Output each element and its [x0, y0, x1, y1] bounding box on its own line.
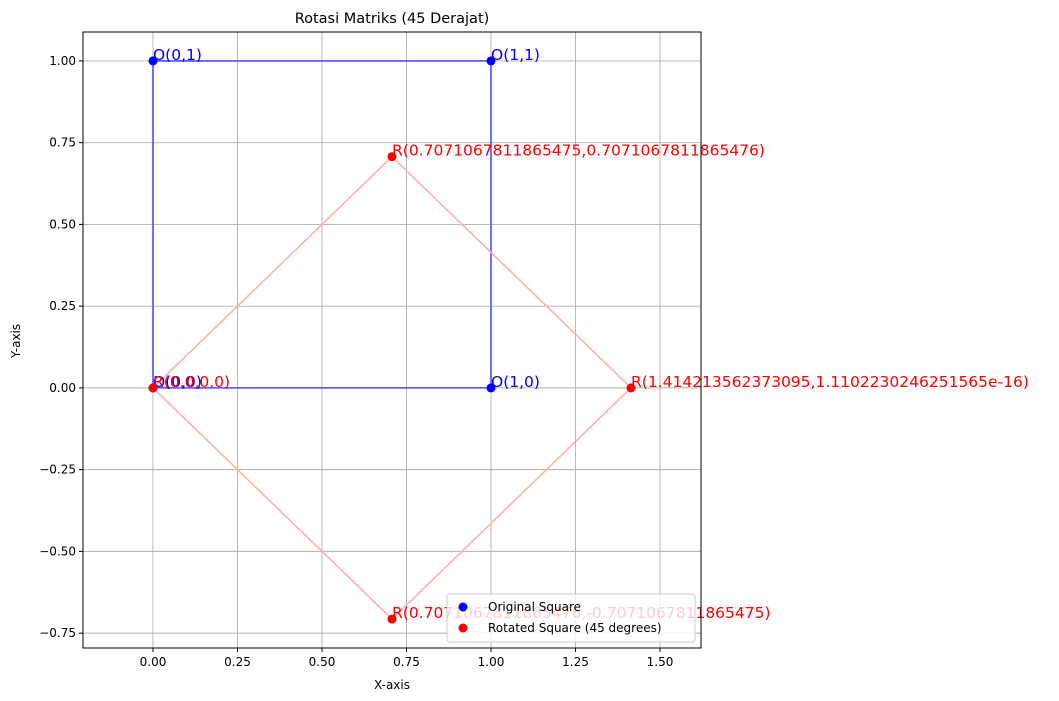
point-label: R(1.414213562373095,1.1102230246251565e-… [631, 373, 1029, 391]
series-1-point [387, 152, 397, 162]
x-tick-label: 1.50 [647, 655, 674, 669]
legend-box [446, 593, 696, 643]
series-1-point [387, 614, 397, 624]
x-tick-label: 0.50 [309, 655, 336, 669]
legend-entry-label: Rotated Square (45 degrees) [488, 621, 662, 635]
series-0-point [148, 56, 158, 66]
plot-frame [82, 31, 702, 649]
y-tick-label: 0.75 [49, 136, 76, 150]
y-tick-label: −0.75 [39, 626, 76, 640]
x-tick-label: 1.00 [478, 655, 505, 669]
series-1-point [626, 383, 636, 393]
data-points [148, 56, 636, 624]
point-label: O(1,0) [491, 373, 540, 391]
point-label: O(0,1) [153, 46, 202, 64]
x-tick-label: 0.00 [140, 655, 167, 669]
y-tick-label: −0.50 [39, 544, 76, 558]
y-tick-label: 1.00 [49, 54, 76, 68]
x-tick-label: 1.25 [562, 655, 589, 669]
y-tick-label: 0.00 [49, 381, 76, 395]
point-label: O(1,1) [491, 46, 540, 64]
legend: Original Square Rotated Square (45 degree… [446, 593, 696, 643]
point-label: R(0.0,0.0) [153, 373, 230, 391]
x-axis-label: X-axis [374, 678, 410, 692]
series-1-point [148, 383, 158, 393]
y-axis-label: Y-axis [9, 324, 23, 359]
y-tick-label: 0.50 [49, 217, 76, 231]
y-tick-label: −0.25 [39, 463, 76, 477]
point-label: O(0,0) [153, 373, 202, 391]
x-tick-label: 0.25 [224, 655, 251, 669]
point-label: R(0.7071067811865475,0.7071067811865476) [392, 142, 765, 160]
chart-title: Rotasi Matriks (45 Derajat) [295, 11, 490, 27]
series-0-point [486, 56, 496, 66]
legend-entry-label: Original Square [488, 600, 581, 614]
y-tick-label: 0.25 [49, 299, 76, 313]
series-0-point [486, 383, 496, 393]
x-tick-label: 0.75 [393, 655, 420, 669]
plot-area [83, 32, 701, 648]
legend-marker [458, 623, 468, 633]
axis-ticks: 0.00 0.25 0.50 0.75 1.00 1.25 1.50 −0.75 −0.50 −0… [39, 54, 673, 669]
legend-marker [458, 602, 468, 612]
